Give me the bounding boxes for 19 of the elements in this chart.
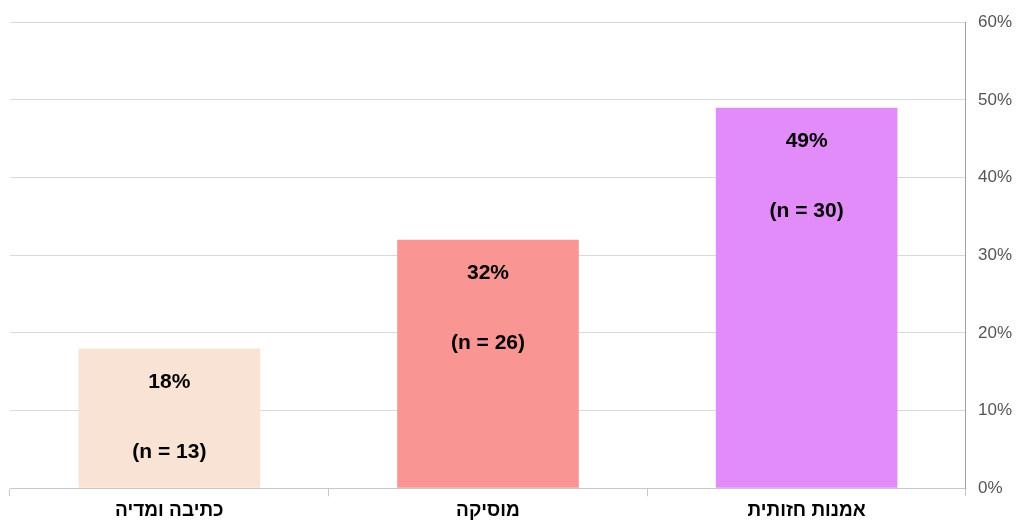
data-label: 32% [466,260,510,284]
y-tick-label: 50% [977,89,1013,109]
x-tick-label: אמנות חזותית [747,498,866,520]
bar [78,348,261,488]
y-tick-label: 30% [977,244,1013,264]
y-tick-label: 0% [977,477,1003,497]
annotation: (n = 26) [450,330,526,354]
bar [397,239,579,488]
annotation: (n = 13) [132,439,207,463]
y-tick-label: 20% [977,322,1013,342]
x-tick-label: כתיבה ומדיה [115,498,224,520]
bar [715,107,898,488]
y-tick-label: 40% [977,167,1013,187]
y-tick-label: 60% [977,11,1013,31]
annotation: (n = 30) [769,198,844,222]
x-tick-label: מוסיקה [456,498,520,520]
y-tick-label: 10% [977,400,1013,420]
data-label: 18% [148,369,191,393]
data-label: 49% [785,128,828,152]
